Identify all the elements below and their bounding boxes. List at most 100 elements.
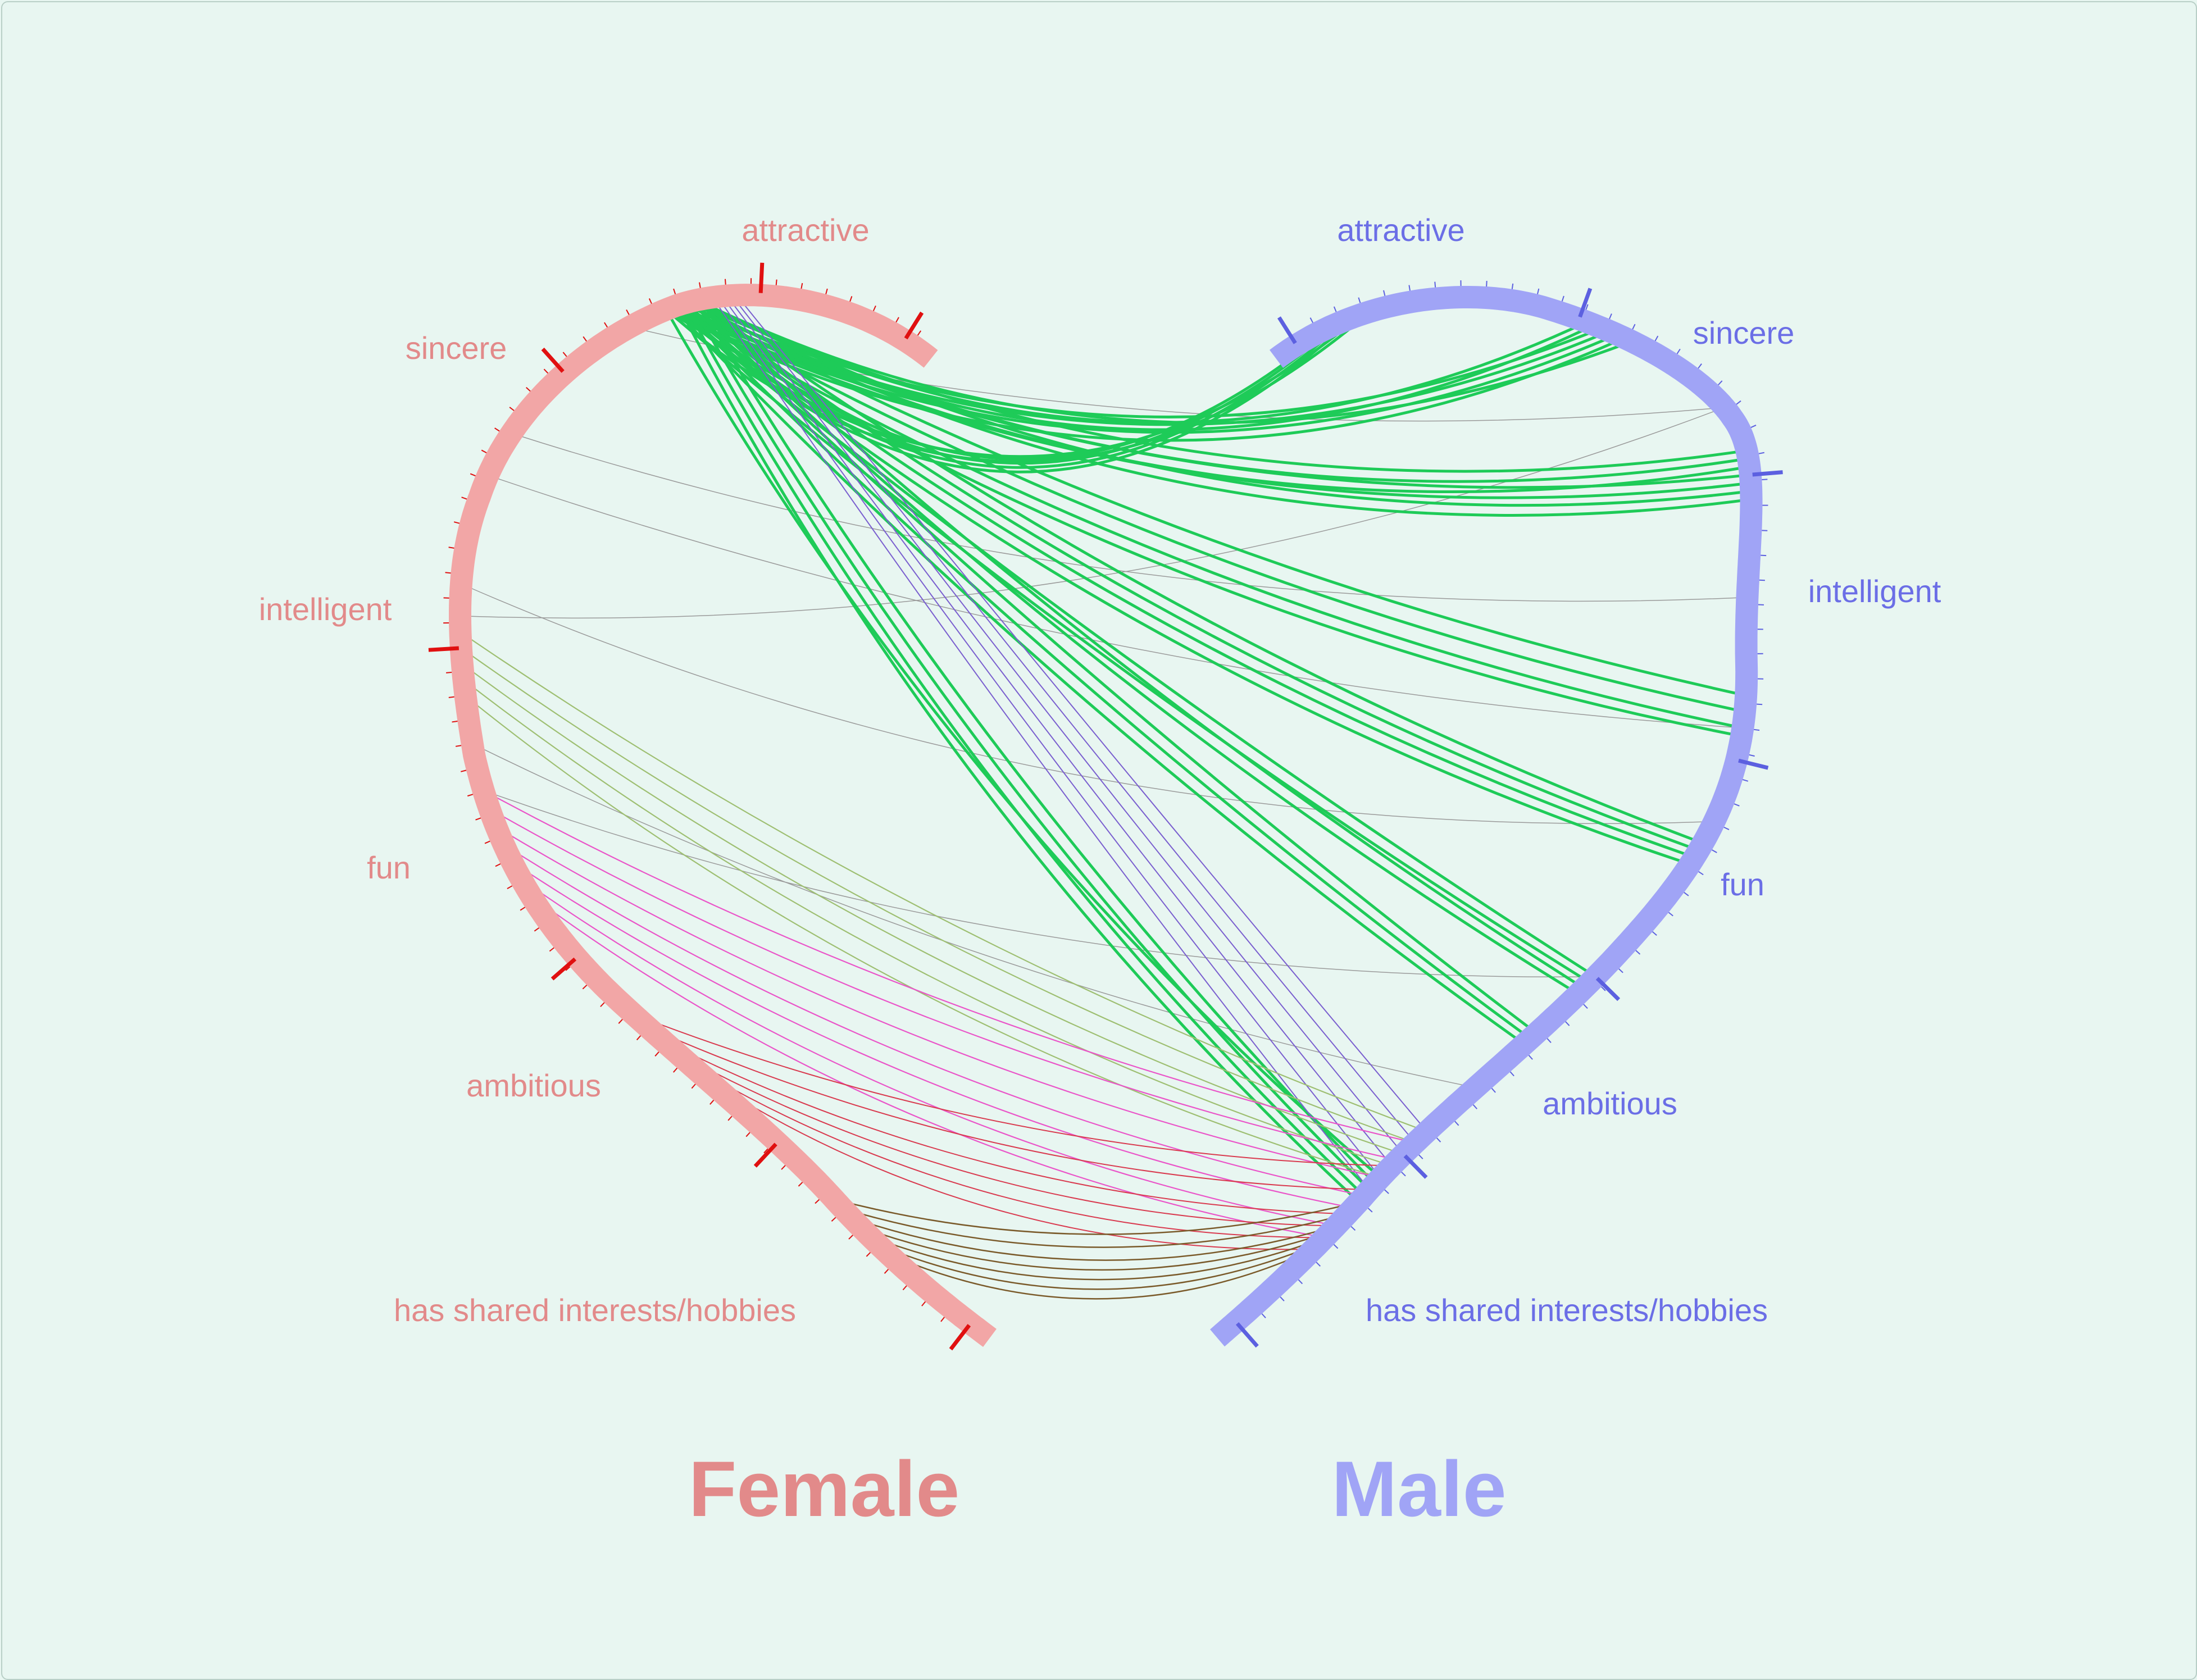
attractive-link bbox=[689, 301, 1371, 1191]
male-minor-tick bbox=[1418, 1154, 1423, 1159]
female-major-tick bbox=[551, 957, 577, 981]
attractive-link bbox=[683, 302, 1366, 1197]
male-major-tick bbox=[1595, 977, 1621, 1001]
female-title: Female bbox=[689, 1445, 959, 1533]
ambitious-link bbox=[690, 1065, 1325, 1239]
female-minor-tick bbox=[484, 840, 490, 844]
female-minor-tick bbox=[866, 1252, 871, 1257]
female-minor-tick bbox=[825, 288, 828, 294]
female-major-tick bbox=[753, 1142, 777, 1168]
female-minor-tick bbox=[921, 1301, 926, 1306]
female-minor-tick bbox=[562, 352, 567, 357]
female-minor-tick bbox=[520, 907, 526, 911]
male-minor-tick bbox=[1654, 335, 1659, 342]
male-label-shared-interests: has shared interests/hobbies bbox=[1366, 1292, 1768, 1328]
minor-link bbox=[461, 583, 1714, 825]
female-minor-tick bbox=[452, 721, 458, 723]
attractive-link bbox=[690, 300, 1747, 473]
shared-interests-link bbox=[869, 1235, 1325, 1281]
female-minor-tick bbox=[448, 547, 454, 549]
male-minor-tick bbox=[1742, 778, 1749, 782]
male-minor-tick bbox=[1383, 290, 1386, 296]
male-minor-tick bbox=[1734, 803, 1740, 807]
female-minor-tick bbox=[534, 927, 540, 932]
sincere-link bbox=[726, 295, 1404, 1155]
female-label-intelligent: intelligent bbox=[259, 591, 392, 627]
ambitious-link bbox=[676, 1052, 1336, 1227]
female-minor-tick bbox=[460, 770, 467, 772]
female-major-tick bbox=[428, 646, 460, 652]
female-minor-tick bbox=[884, 1269, 889, 1274]
female-minor-tick bbox=[509, 407, 515, 411]
male-minor-tick bbox=[1408, 285, 1411, 291]
female-minor-tick bbox=[775, 279, 777, 285]
male-minor-tick bbox=[1601, 986, 1606, 991]
male-minor-tick bbox=[1759, 579, 1765, 581]
male-major-tick bbox=[1403, 1154, 1428, 1179]
minor-link bbox=[460, 407, 1725, 619]
sincere-link bbox=[712, 297, 1370, 1190]
male-minor-tick bbox=[1698, 363, 1702, 369]
attractive-link bbox=[683, 302, 1746, 697]
female-minor-tick bbox=[781, 1165, 786, 1170]
female-minor-tick bbox=[691, 1083, 696, 1089]
male-label-fun: fun bbox=[1721, 867, 1764, 902]
male-minor-tick bbox=[1736, 400, 1741, 405]
minor-link bbox=[488, 475, 1743, 729]
male-minor-tick bbox=[1635, 950, 1641, 955]
female-minor-tick bbox=[461, 497, 467, 500]
male-minor-tick bbox=[1367, 1208, 1373, 1213]
attractive-link bbox=[676, 304, 1360, 1203]
fun-link bbox=[495, 826, 1381, 1178]
female-minor-tick bbox=[872, 305, 876, 311]
attractive-link bbox=[696, 298, 1752, 507]
male-minor-tick bbox=[1712, 849, 1717, 853]
attractive-link bbox=[671, 306, 1525, 1045]
shared-interests-link bbox=[879, 1242, 1320, 1290]
male-minor-tick bbox=[1511, 283, 1514, 289]
fun-link bbox=[483, 790, 1416, 1144]
female-minor-tick bbox=[475, 817, 481, 821]
female-minor-tick bbox=[831, 1217, 836, 1222]
male-minor-tick bbox=[1723, 826, 1730, 830]
male-minor-tick bbox=[1280, 1296, 1285, 1301]
female-minor-tick bbox=[565, 966, 571, 971]
male-minor-tick bbox=[1618, 968, 1623, 973]
female-minor-tick bbox=[815, 1199, 820, 1204]
female-minor-tick bbox=[673, 288, 676, 294]
fun-link bbox=[530, 895, 1325, 1239]
male-minor-tick bbox=[1261, 1313, 1266, 1318]
male-minor-tick bbox=[1750, 425, 1757, 428]
female-minor-tick bbox=[917, 330, 922, 336]
minor-link bbox=[511, 432, 1748, 602]
female-minor-tick bbox=[494, 427, 500, 432]
male-minor-tick bbox=[1583, 1004, 1588, 1009]
attractive-link bbox=[683, 302, 1695, 859]
male-major-tick bbox=[1738, 758, 1769, 770]
attractive-link bbox=[695, 299, 1376, 1185]
female-minor-tick bbox=[654, 1051, 659, 1057]
female-minor-tick bbox=[895, 317, 899, 323]
male-minor-tick bbox=[1546, 1038, 1552, 1044]
female-label-attractive: attractive bbox=[742, 212, 869, 248]
male-minor-tick bbox=[1609, 313, 1612, 320]
attractive-link bbox=[665, 308, 1591, 984]
male-minor-tick bbox=[1632, 324, 1636, 330]
female-minor-tick bbox=[709, 1100, 715, 1105]
female-minor-tick bbox=[453, 521, 460, 524]
attractive-link bbox=[671, 306, 1743, 730]
female-minor-tick bbox=[582, 985, 588, 990]
intelligent-link bbox=[465, 695, 1381, 1178]
female-minor-tick bbox=[849, 296, 853, 302]
fun-link bbox=[521, 878, 1337, 1227]
female-minor-tick bbox=[848, 1235, 853, 1240]
male-minor-tick bbox=[1384, 1189, 1389, 1194]
female-minor-tick bbox=[583, 336, 587, 342]
male-minor-tick bbox=[1762, 479, 1768, 481]
male-minor-tick bbox=[1537, 288, 1540, 294]
male-minor-tick bbox=[1401, 1171, 1406, 1177]
male-major-tick bbox=[1277, 316, 1297, 344]
male-minor-tick bbox=[1698, 871, 1704, 876]
male-minor-tick bbox=[1333, 1244, 1339, 1249]
shared-interests-link bbox=[843, 1208, 1348, 1248]
